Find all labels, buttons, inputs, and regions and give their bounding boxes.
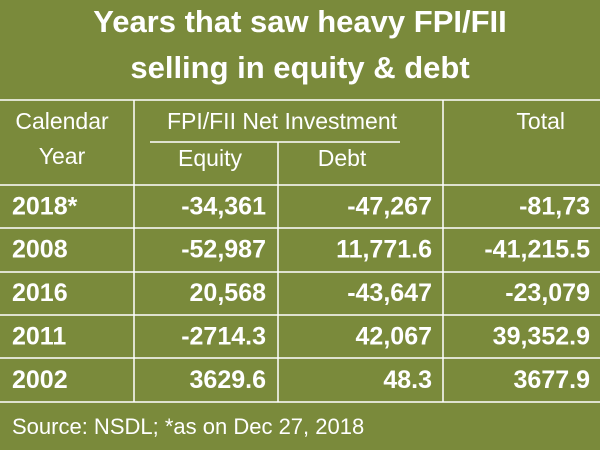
debt-cell: -43,647 [347, 279, 432, 307]
equity-cell: -52,987 [181, 236, 266, 264]
year-cell: 2011 [12, 323, 66, 351]
year-cell: 2016 [12, 279, 68, 307]
equity-cell: -2714.3 [181, 323, 266, 351]
column-header: Year [39, 143, 86, 169]
year-cell: 2018* [12, 192, 78, 220]
column-header: Debt [318, 145, 367, 171]
column-header: Calendar [15, 108, 109, 134]
source-note: Source: NSDL; *as on Dec 27, 2018 [12, 414, 364, 439]
column-group-header: FPI/FII Net Investment [167, 108, 398, 134]
total-cell: 39,352.9 [493, 323, 590, 351]
year-cell: 2002 [12, 366, 68, 394]
equity-cell: 20,568 [190, 279, 267, 307]
column-header: Equity [178, 145, 242, 171]
total-cell: -23,079 [505, 279, 590, 307]
equity-cell: 3629.6 [190, 366, 266, 394]
total-cell: -81,73 [519, 192, 590, 220]
equity-cell: -34,361 [181, 192, 266, 220]
title-line: Years that saw heavy FPI/FII [93, 4, 507, 39]
total-cell: 3677.9 [514, 366, 590, 394]
title-line: selling in equity & debt [130, 50, 469, 85]
total-cell: -41,215.5 [484, 236, 590, 264]
year-cell: 2008 [12, 236, 68, 264]
debt-cell: 11,771.6 [336, 236, 432, 264]
debt-cell: -47,267 [347, 192, 432, 220]
debt-cell: 42,067 [356, 323, 432, 351]
debt-cell: 48.3 [383, 366, 432, 394]
column-header: Total [516, 108, 565, 134]
